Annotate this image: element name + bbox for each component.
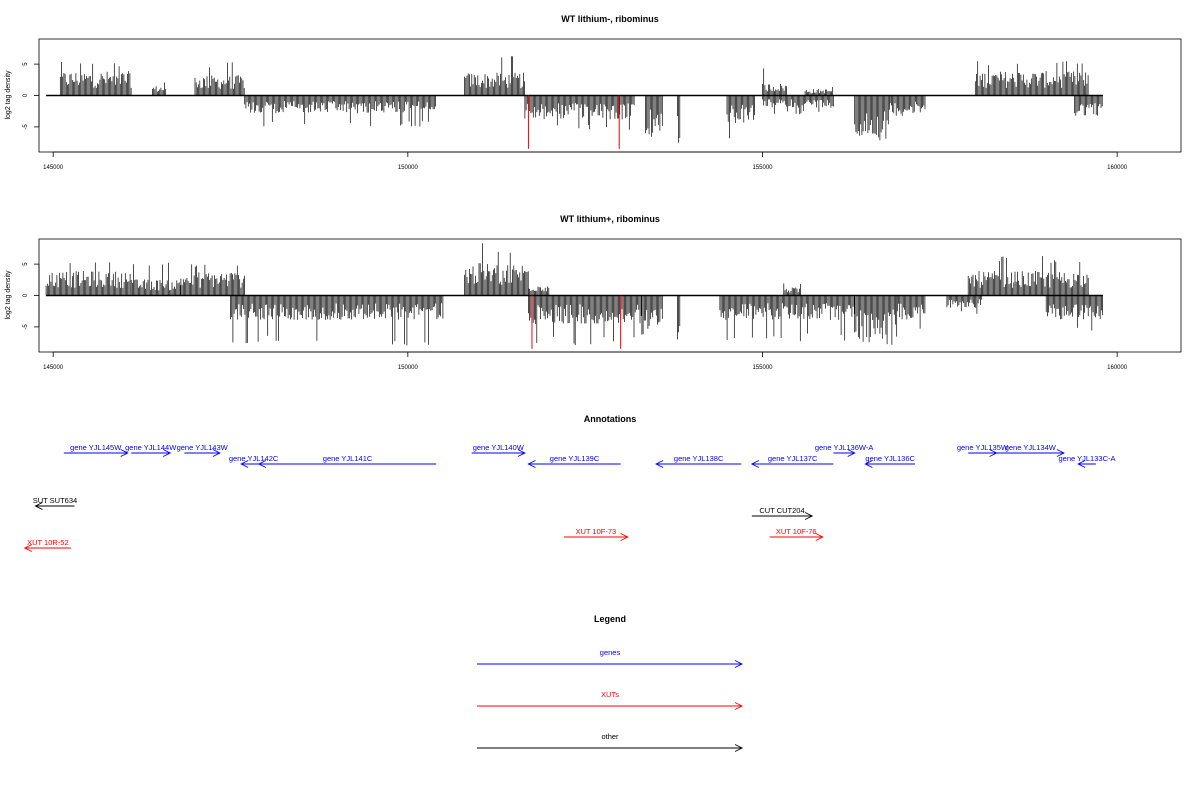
feature-arrowhead: [750, 460, 760, 468]
feature-label: gene YJL140W: [473, 443, 525, 452]
x-tick-label: 145000: [43, 165, 64, 171]
y-tick-label: 0: [23, 93, 29, 97]
annotations-track: Annotations gene YJL145W gene YJL144W gene…: [23, 414, 1116, 552]
annotation-feature: XUT 10F-76: [769, 527, 824, 541]
feature-label: XUT 10R-52: [27, 538, 69, 547]
annotation-feature: gene YJL138C: [655, 454, 742, 468]
annotation-feature: gene YJL135W: [957, 443, 1009, 457]
y-tick-label: 5: [23, 62, 29, 66]
feature-arrowhead: [34, 502, 43, 510]
x-axis: 145000 150000 155000 160000: [43, 151, 1128, 171]
x-axis: 145000 150000 155000 160000: [43, 351, 1128, 371]
legend-title: Legend: [594, 614, 626, 624]
x-tick-label: 145000: [43, 365, 64, 371]
feature-label: SUT SUT634: [33, 496, 77, 505]
feature-label: gene YJL134W: [1005, 443, 1057, 452]
panel-title: WT lithium-, ribominus: [561, 14, 659, 24]
annotation-feature: CUT CUT204: [751, 506, 814, 520]
feature-arrowhead: [527, 460, 536, 468]
annotations-title: Annotations: [584, 414, 637, 424]
feature-label: gene YJL137C: [768, 454, 818, 463]
feature-arrowhead: [864, 460, 873, 468]
legend-item: genes: [477, 648, 744, 668]
feature-arrowhead: [847, 449, 856, 457]
legend-arrowhead: [734, 702, 744, 710]
annotation-feature: XUT 10F-73: [563, 527, 629, 541]
feature-arrowhead: [257, 460, 267, 468]
feature-arrowhead: [815, 533, 824, 541]
legend-label: genes: [600, 648, 621, 657]
y-tick-label: -5: [23, 324, 29, 330]
feature-label: gene YJL135W: [957, 443, 1009, 452]
feature-label: gene YJL136C: [865, 454, 915, 463]
legend-item: other: [477, 732, 744, 752]
feature-arrowhead: [655, 460, 664, 468]
legend-arrowhead: [734, 660, 744, 668]
feature-label: XUT 10F-73: [575, 527, 616, 536]
legend-arrowhead: [734, 744, 744, 752]
feature-arrowhead: [620, 533, 629, 541]
feature-arrowhead: [1056, 449, 1065, 457]
feature-arrowhead: [1077, 460, 1086, 468]
panel-title: WT lithium+, ribominus: [560, 214, 660, 224]
annotation-feature: gene YJL144W: [125, 443, 177, 457]
feature-label: gene YJL138C: [674, 454, 724, 463]
annotation-feature: gene YJL139C: [527, 454, 621, 468]
annotation-feature: gene YJL134W: [996, 443, 1065, 457]
legend-label: XUTs: [601, 690, 619, 699]
feature-label: gene YJL143W: [177, 443, 229, 452]
x-tick-label: 150000: [398, 165, 419, 171]
x-tick-label: 155000: [752, 365, 773, 371]
feature-label: gene YJL133C-A: [1059, 454, 1116, 463]
annotation-feature: gene YJL136C: [864, 454, 915, 468]
feature-label: CUT CUT204: [759, 506, 804, 515]
panel-wt-lithium-minus: WT lithium-, ribominus log2 tag density …: [5, 14, 1182, 171]
feature-arrowhead: [163, 449, 172, 457]
annotation-feature: gene YJL137C: [750, 454, 834, 468]
annotation-feature: SUT SUT634: [33, 496, 77, 510]
y-tick-label: 5: [23, 262, 29, 266]
x-tick-label: 160000: [1107, 365, 1128, 371]
y-tick-label: 0: [23, 293, 29, 297]
legend-items: genes XUTs other: [477, 648, 744, 752]
legend-label: other: [601, 732, 619, 741]
panel-wt-lithium-plus: WT lithium+, ribominus log2 tag density …: [5, 214, 1182, 371]
annotation-feature: gene YJL145W: [63, 443, 129, 457]
y-axis-label: log2 tag density: [5, 70, 12, 120]
feature-label: gene YJL145W: [70, 443, 122, 452]
feature-arrowhead: [120, 449, 129, 457]
x-tick-label: 150000: [398, 365, 419, 371]
feature-arrowhead: [23, 544, 33, 552]
annotation-feature: gene YJL142C: [229, 454, 279, 468]
feature-arrowhead: [240, 460, 249, 468]
x-tick-label: 160000: [1107, 165, 1128, 171]
annotation-feature: gene YJL143W: [177, 443, 229, 457]
annotation-feature: XUT 10R-52: [23, 538, 71, 552]
y-axis: 5 0 -5: [23, 262, 40, 330]
feature-arrowhead: [804, 512, 814, 520]
y-axis: 5 0 -5: [23, 62, 40, 130]
coverage-bars: [46, 56, 1103, 149]
feature-arrowhead: [212, 449, 221, 457]
feature-list: gene YJL145W gene YJL144W gene YJL143W gene…: [23, 443, 1116, 552]
y-tick-label: -5: [23, 124, 29, 130]
annotation-feature: gene YJL133C-A: [1059, 454, 1116, 468]
annotation-feature: gene YJL136W-A: [815, 443, 874, 457]
annotation-feature: gene YJL140W: [471, 443, 526, 457]
y-axis-label: log2 tag density: [5, 270, 12, 320]
feature-label: gene YJL141C: [323, 454, 373, 463]
feature-label: gene YJL136W-A: [815, 443, 874, 452]
feature-label: gene YJL142C: [229, 454, 279, 463]
feature-label: XUT 10F-76: [776, 527, 817, 536]
feature-label: gene YJL139C: [550, 454, 600, 463]
coverage-bars: [45, 243, 1103, 349]
annotation-feature: gene YJL141C: [257, 454, 437, 468]
legend: Legend genes XUTs other: [477, 614, 744, 752]
x-tick-label: 155000: [752, 165, 773, 171]
feature-arrowhead: [517, 449, 526, 457]
feature-label: gene YJL144W: [125, 443, 177, 452]
legend-item: XUTs: [477, 690, 744, 710]
